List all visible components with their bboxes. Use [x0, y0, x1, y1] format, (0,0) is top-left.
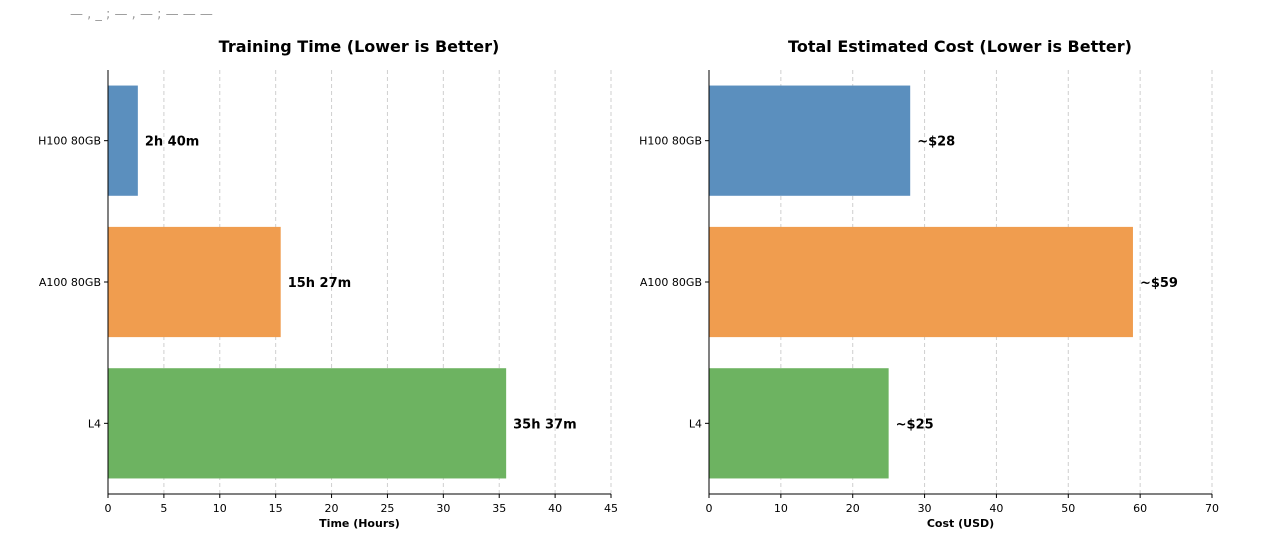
x-tick-label: 50 [1061, 502, 1075, 515]
x-tick-label: 35 [492, 502, 506, 515]
x-axis-label: Cost (USD) [927, 517, 994, 530]
data-label: 2h 40m [145, 135, 199, 150]
y-tick-label: A100 80GB [39, 276, 101, 289]
bar-h100-80gb [108, 85, 138, 196]
x-tick-label: 25 [380, 502, 394, 515]
chart-title: Training Time (Lower is Better) [219, 37, 500, 56]
data-label: ~$25 [896, 417, 934, 432]
y-tick-label: L4 [88, 417, 101, 430]
x-axis-label: Time (Hours) [319, 517, 400, 530]
x-tick-label: 20 [846, 502, 860, 515]
x-tick-label: 20 [325, 502, 339, 515]
data-label: ~$59 [1140, 276, 1178, 291]
data-label: ~$28 [917, 135, 955, 150]
data-label: 35h 37m [513, 417, 577, 432]
training-time-chart: Training Time (Lower is Better) H100 80GB… [38, 37, 618, 530]
chart-title: Total Estimated Cost (Lower is Better) [788, 37, 1132, 56]
x-tick-label: 45 [604, 502, 618, 515]
y-tick-label: A100 80GB [640, 276, 702, 289]
x-tick-label: 10 [213, 502, 227, 515]
x-tick-label: 10 [774, 502, 788, 515]
bar-a100-80gb [108, 226, 281, 338]
x-tick-label: 70 [1205, 502, 1219, 515]
x-tick-label: 0 [105, 502, 112, 515]
cropped-header-fragment: — , _ ; — , — ; — — — [70, 7, 213, 22]
x-tick-label: 15 [269, 502, 283, 515]
x-tick-label: 0 [706, 502, 713, 515]
x-tick-label: 30 [918, 502, 932, 515]
x-tick-label: 5 [160, 502, 167, 515]
bar-h100-80gb [709, 85, 911, 196]
bar-a100-80gb [709, 226, 1133, 338]
x-tick-label: 60 [1133, 502, 1147, 515]
y-tick-label: H100 80GB [38, 135, 101, 148]
x-tick-label: 30 [436, 502, 450, 515]
bar-l4 [108, 368, 507, 479]
bar-l4 [709, 368, 889, 479]
data-label: 15h 27m [288, 276, 352, 291]
y-tick-label: L4 [689, 417, 702, 430]
estimated-cost-chart: Total Estimated Cost (Lower is Better) H1… [639, 37, 1219, 530]
y-tick-label: H100 80GB [639, 135, 702, 148]
x-tick-label: 40 [548, 502, 562, 515]
x-tick-label: 40 [989, 502, 1003, 515]
